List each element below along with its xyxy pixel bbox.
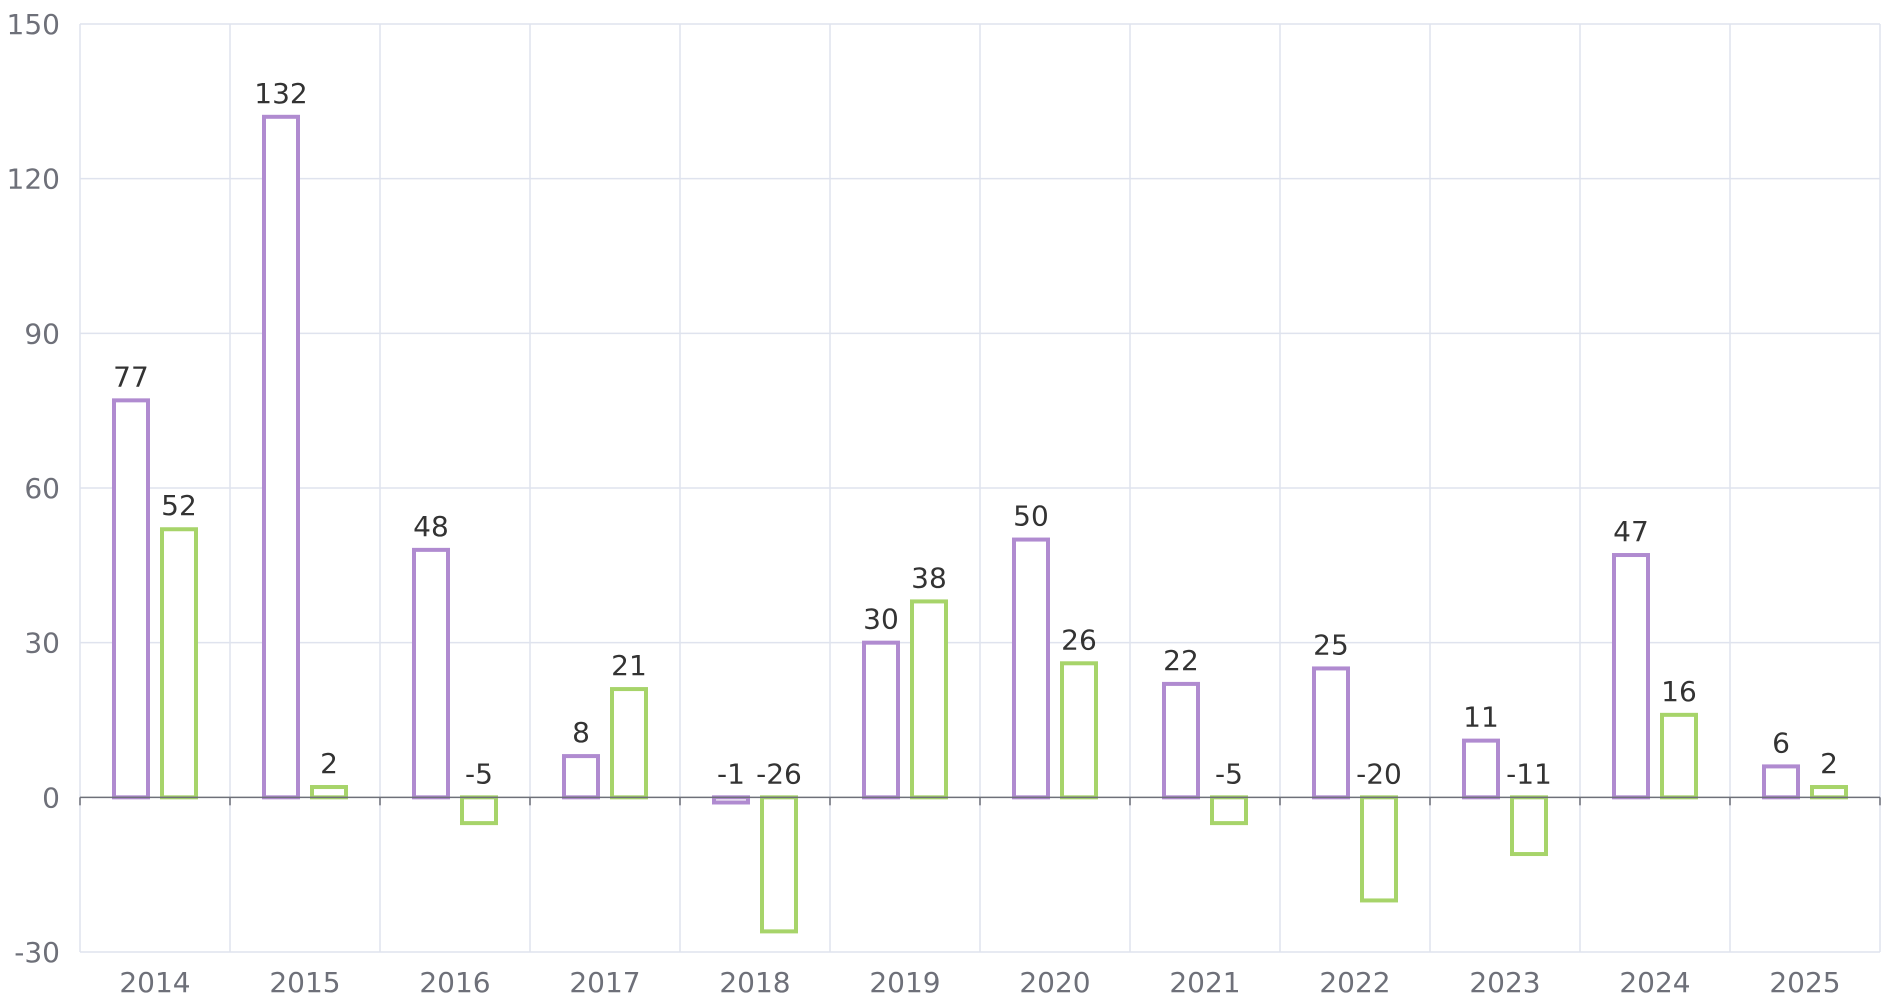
x-tick-label: 2020	[1019, 966, 1090, 999]
bar-series-1-2020	[1012, 537, 1050, 800]
y-tick-label: 90	[24, 317, 60, 350]
x-tick-label: 2016	[419, 966, 490, 999]
bar-series-1-2014	[112, 398, 150, 800]
bar-series-2-2014	[160, 527, 198, 800]
x-tick-label: 2024	[1619, 966, 1690, 999]
data-label: -1	[717, 757, 745, 790]
y-tick-label: 30	[24, 627, 60, 660]
grid	[79, 23, 1881, 953]
data-label: -5	[1215, 757, 1243, 790]
bar-series-2-2025	[1810, 785, 1848, 800]
data-label: 2	[320, 747, 338, 780]
bar-series-2-2023	[1510, 795, 1548, 857]
bar-series-1-2022	[1312, 666, 1350, 800]
data-label: -20	[1356, 757, 1402, 790]
bar-series-2-2015	[310, 785, 348, 800]
bar-series-2-2021	[1210, 795, 1248, 826]
data-label: 11	[1463, 701, 1499, 734]
x-tick-label: 2019	[869, 966, 940, 999]
x-tick-label: 2014	[119, 966, 190, 999]
bar-series-2-2018	[760, 795, 798, 934]
bar-series-2-2017	[610, 687, 648, 800]
data-label: 30	[863, 603, 899, 636]
data-label: 8	[572, 716, 590, 749]
y-tick-label: 120	[7, 163, 60, 196]
y-tick-label: 0	[42, 781, 60, 814]
bars	[112, 114, 1848, 934]
data-label: 2	[1820, 747, 1838, 780]
data-label: 21	[611, 649, 647, 682]
bar-series-2-2016	[460, 795, 498, 826]
data-label: 48	[413, 510, 449, 543]
bar-series-1-2016	[412, 547, 450, 800]
bar-series-1-2021	[1162, 681, 1200, 800]
data-label: 77	[113, 360, 149, 393]
x-tick-label: 2025	[1769, 966, 1840, 999]
bar-series-2-2022	[1360, 795, 1398, 903]
bar-series-2-2024	[1660, 712, 1698, 800]
data-label: 50	[1013, 500, 1049, 533]
data-label: 38	[911, 561, 947, 594]
bar-series-2-2020	[1060, 661, 1098, 800]
data-label: 52	[161, 489, 197, 522]
x-tick-label: 2015	[269, 966, 340, 999]
x-tick-label: 2021	[1169, 966, 1240, 999]
x-tick-label: 2018	[719, 966, 790, 999]
x-tick-label: 2017	[569, 966, 640, 999]
axes: -30 0 30 60 90 120 150 2014 2015 2016 2017 2018 2019…	[7, 8, 1881, 999]
bar-series-1-2025	[1762, 764, 1800, 800]
y-tick-label: 150	[7, 8, 60, 41]
bar-series-1-2015	[262, 114, 300, 800]
data-label: 6	[1772, 726, 1790, 759]
data-label: 47	[1613, 515, 1649, 548]
data-label: -11	[1506, 757, 1552, 790]
data-label: -5	[465, 757, 493, 790]
data-label: 132	[254, 77, 307, 110]
bar-series-1-2024	[1612, 553, 1650, 800]
data-label: 22	[1163, 644, 1199, 677]
x-tick-label: 2022	[1319, 966, 1390, 999]
bar-series-1-2017	[562, 754, 600, 800]
data-label: 16	[1661, 675, 1697, 708]
y-tick-label: -30	[14, 936, 60, 969]
data-label: 25	[1313, 628, 1349, 661]
bar-series-2-2019	[910, 599, 948, 800]
data-label: -26	[756, 757, 802, 790]
y-tick-label: 60	[24, 472, 60, 505]
bar-series-1-2018	[712, 795, 750, 805]
bar-series-1-2019	[862, 640, 900, 800]
bar-series-1-2023	[1462, 738, 1500, 800]
x-tick-label: 2023	[1469, 966, 1540, 999]
data-label: 26	[1061, 623, 1097, 656]
